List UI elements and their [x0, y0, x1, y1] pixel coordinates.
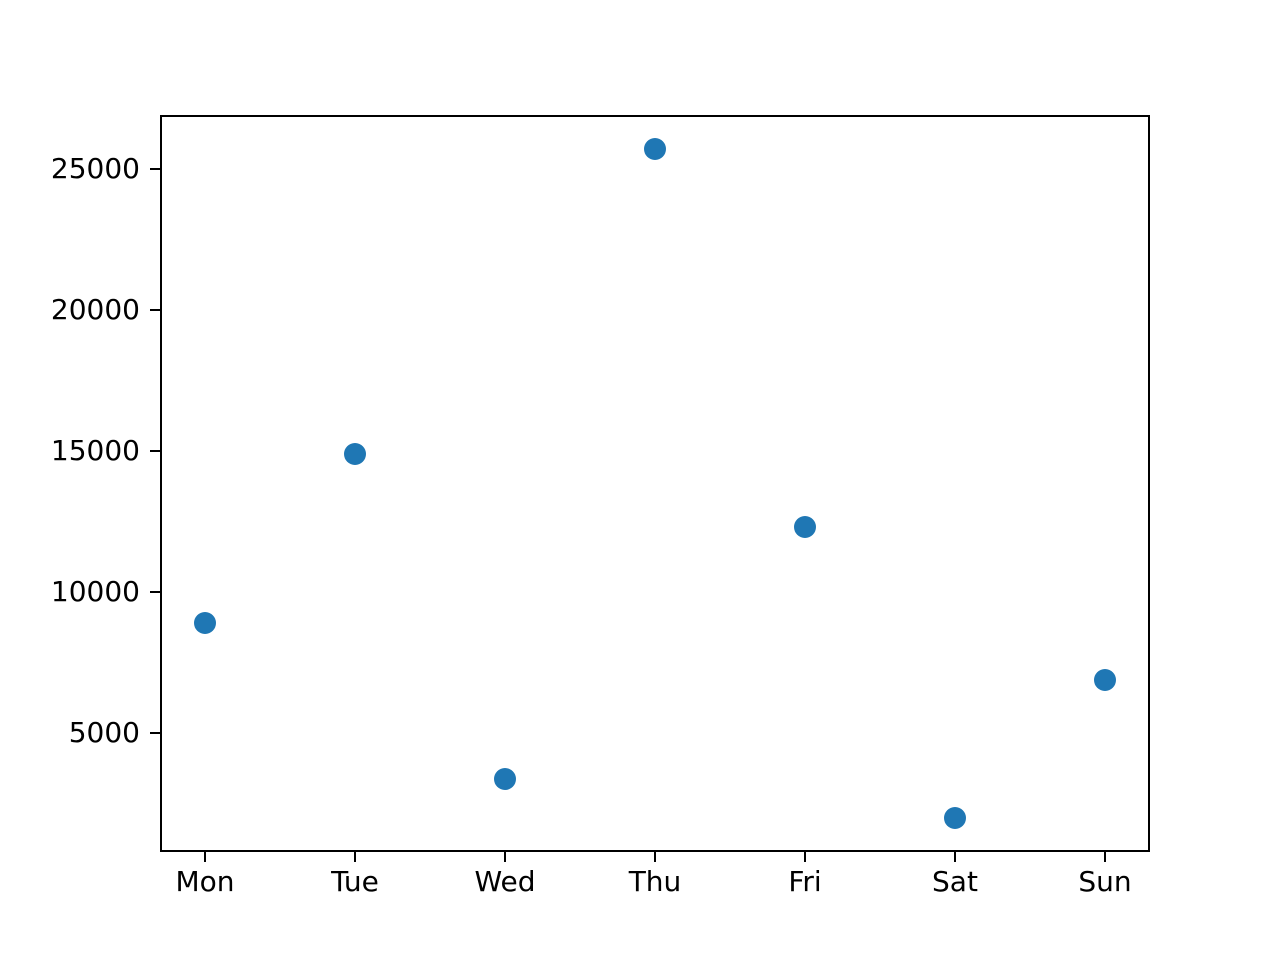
x-axis-tick-label-wed: Wed	[474, 865, 536, 898]
y-axis-tick	[150, 732, 160, 735]
x-axis-tick-label-sat: Sat	[932, 865, 978, 898]
y-axis-tick-label: 20000	[50, 292, 140, 326]
x-axis-tick	[204, 852, 206, 862]
x-axis-tick-label-mon: Mon	[175, 865, 235, 898]
data-point-wed	[494, 767, 516, 790]
x-axis-tick-label-tue: Tue	[331, 865, 379, 898]
y-axis-tick-label: 15000	[50, 434, 140, 468]
data-point-sat	[944, 807, 966, 830]
data-point-thu	[644, 137, 666, 160]
x-axis-tick-label-sun: Sun	[1078, 865, 1132, 898]
y-axis-tick-label: 25000	[50, 151, 140, 185]
y-axis-tick	[150, 167, 160, 170]
x-axis-tick	[654, 852, 656, 862]
data-point-mon	[194, 612, 216, 635]
x-axis-tick-label-thu: Thu	[628, 865, 682, 898]
x-axis-tick-label-fri: Fri	[788, 865, 822, 898]
y-axis-tick	[150, 308, 160, 311]
y-axis-tick-label: 5000	[68, 716, 140, 750]
y-axis-tick	[150, 450, 160, 453]
x-axis-tick	[954, 852, 956, 862]
plot-area	[160, 115, 1150, 852]
data-point-sun	[1094, 668, 1116, 691]
y-axis-tick-label: 10000	[50, 575, 140, 609]
data-point-tue	[344, 442, 366, 465]
data-point-fri	[794, 516, 816, 539]
x-axis-tick	[1104, 852, 1106, 862]
x-axis-tick	[804, 852, 806, 862]
x-axis-tick	[354, 852, 356, 862]
x-axis-tick	[504, 852, 506, 862]
y-axis-tick	[150, 591, 160, 594]
